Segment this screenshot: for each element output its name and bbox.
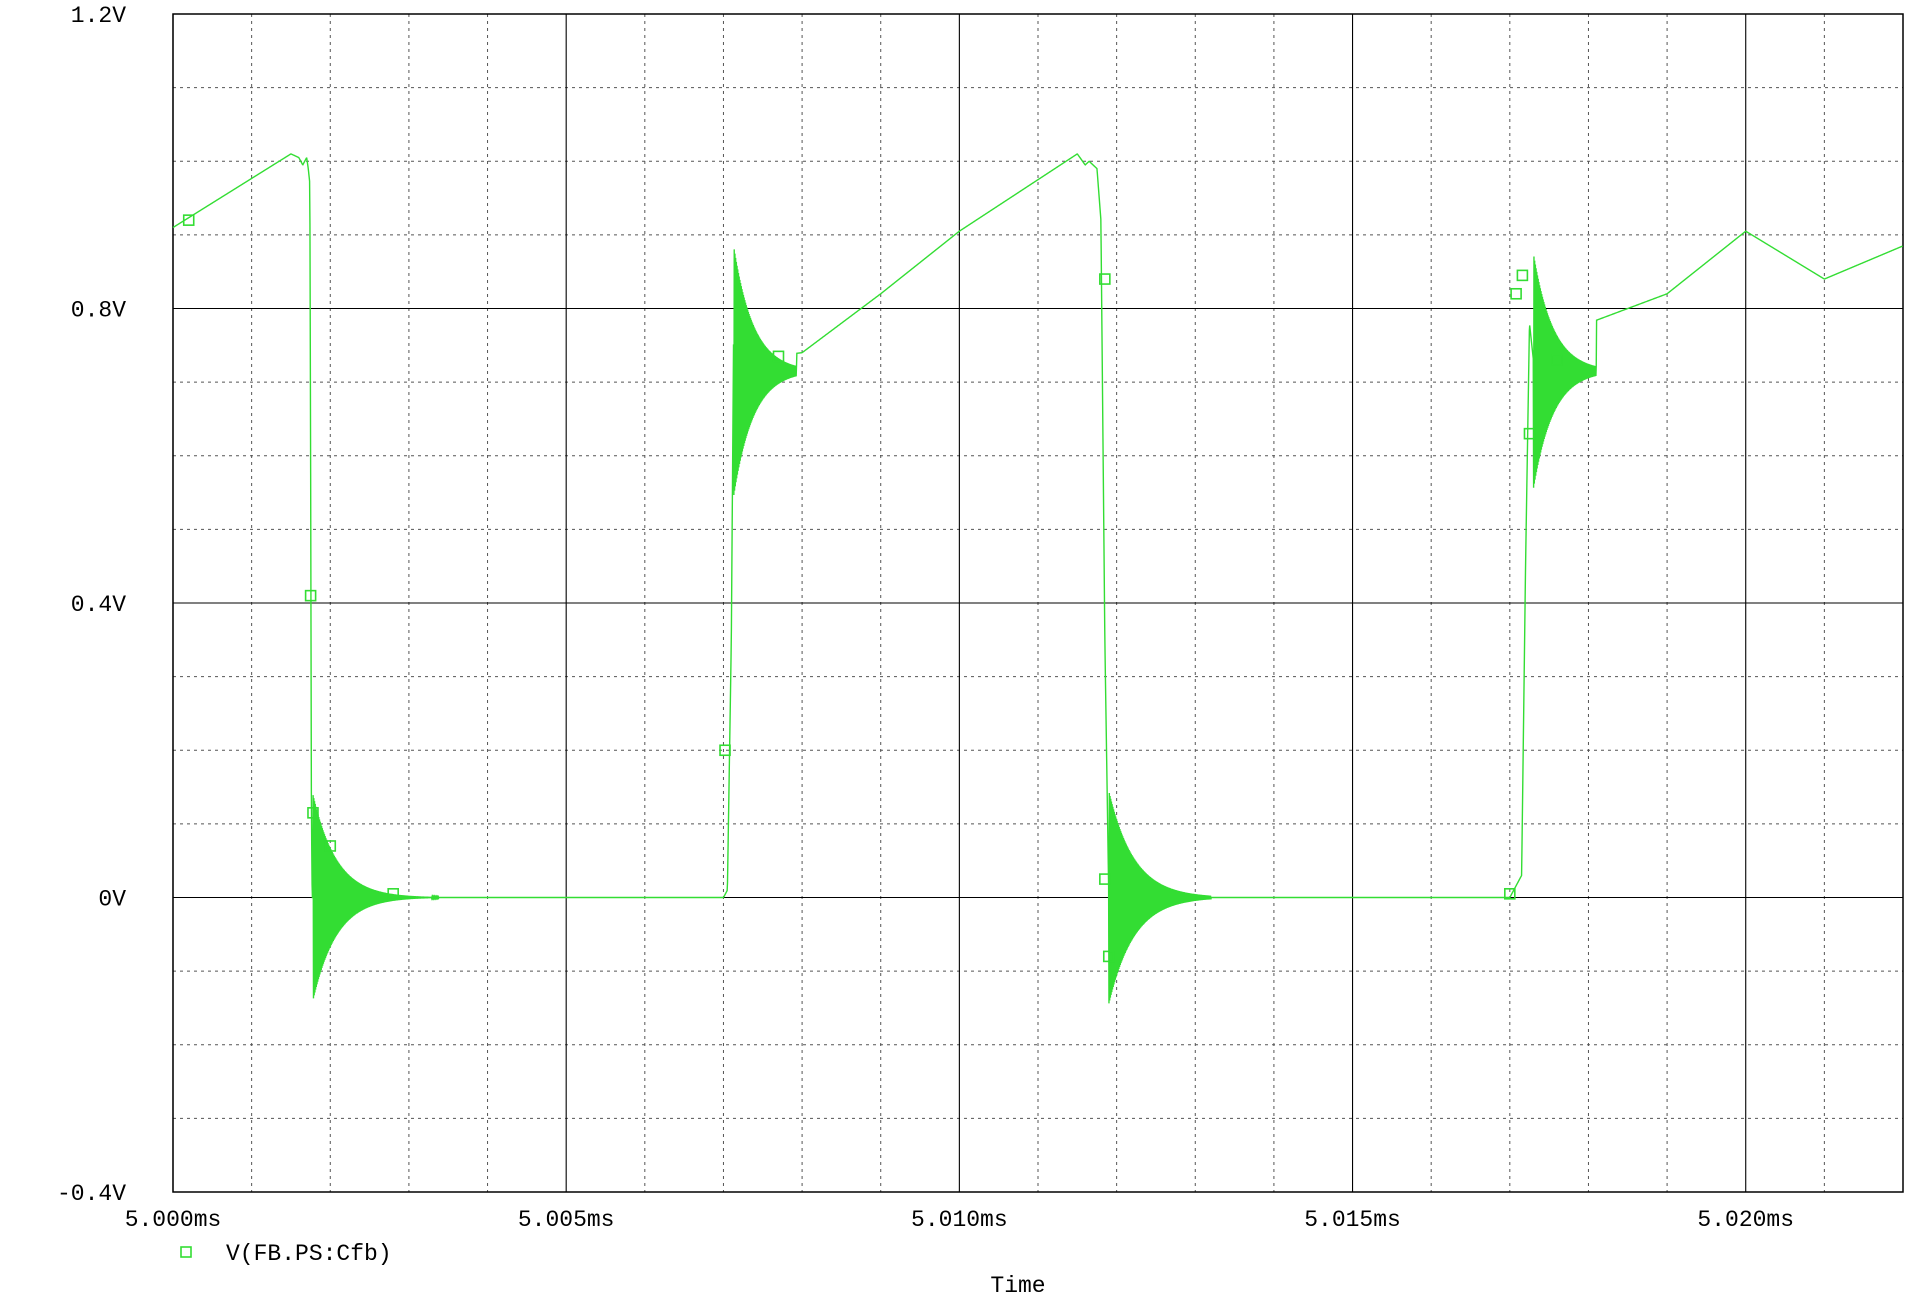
data-point-marker xyxy=(1504,888,1516,900)
data-point-marker xyxy=(324,840,337,852)
y-axis-tick-labels: -0.4V 0V 0.4V 0.8V 1.2V xyxy=(57,3,126,1207)
data-point-marker xyxy=(1099,273,1111,285)
data-point-marker xyxy=(1551,354,1563,366)
x-tick-label: 5.020ms xyxy=(1697,1207,1794,1233)
data-point-marker xyxy=(307,807,319,819)
x-tick-label: 5.015ms xyxy=(1304,1207,1401,1233)
legend-label: V(FB.PS:Cfb) xyxy=(226,1241,392,1267)
x-axis-title: Time xyxy=(990,1273,1045,1299)
data-point-marker xyxy=(772,350,785,363)
data-point-marker xyxy=(387,888,399,900)
data-point-marker xyxy=(719,744,731,757)
marker-layer xyxy=(182,214,1563,963)
data-point-marker xyxy=(1516,269,1529,282)
data-point-marker xyxy=(304,589,317,602)
y-tick-label: 0.4V xyxy=(71,592,126,618)
legend: V(FB.PS:Cfb) xyxy=(180,1241,392,1267)
y-tick-label: 0.8V xyxy=(71,298,126,324)
plot-frame xyxy=(172,13,1904,1193)
data-point-marker xyxy=(182,214,195,226)
x-tick-label: 5.000ms xyxy=(125,1207,222,1233)
x-axis-tick-labels: 5.000ms 5.005ms 5.010ms 5.015ms 5.020ms xyxy=(125,1207,1794,1233)
x-tick-label: 5.005ms xyxy=(518,1207,615,1233)
data-point-marker xyxy=(1099,873,1111,885)
legend-marker xyxy=(180,1246,192,1258)
x-tick-label: 5.010ms xyxy=(911,1207,1008,1233)
y-tick-label: 0V xyxy=(98,887,126,913)
data-point-marker xyxy=(1102,950,1115,963)
data-point-marker xyxy=(1523,427,1536,440)
y-tick-label: -0.4V xyxy=(57,1181,126,1207)
y-tick-label: 1.2V xyxy=(71,3,126,29)
series-layer xyxy=(172,153,1903,1004)
data-point-marker xyxy=(1510,287,1522,300)
series-line xyxy=(172,153,1903,1004)
